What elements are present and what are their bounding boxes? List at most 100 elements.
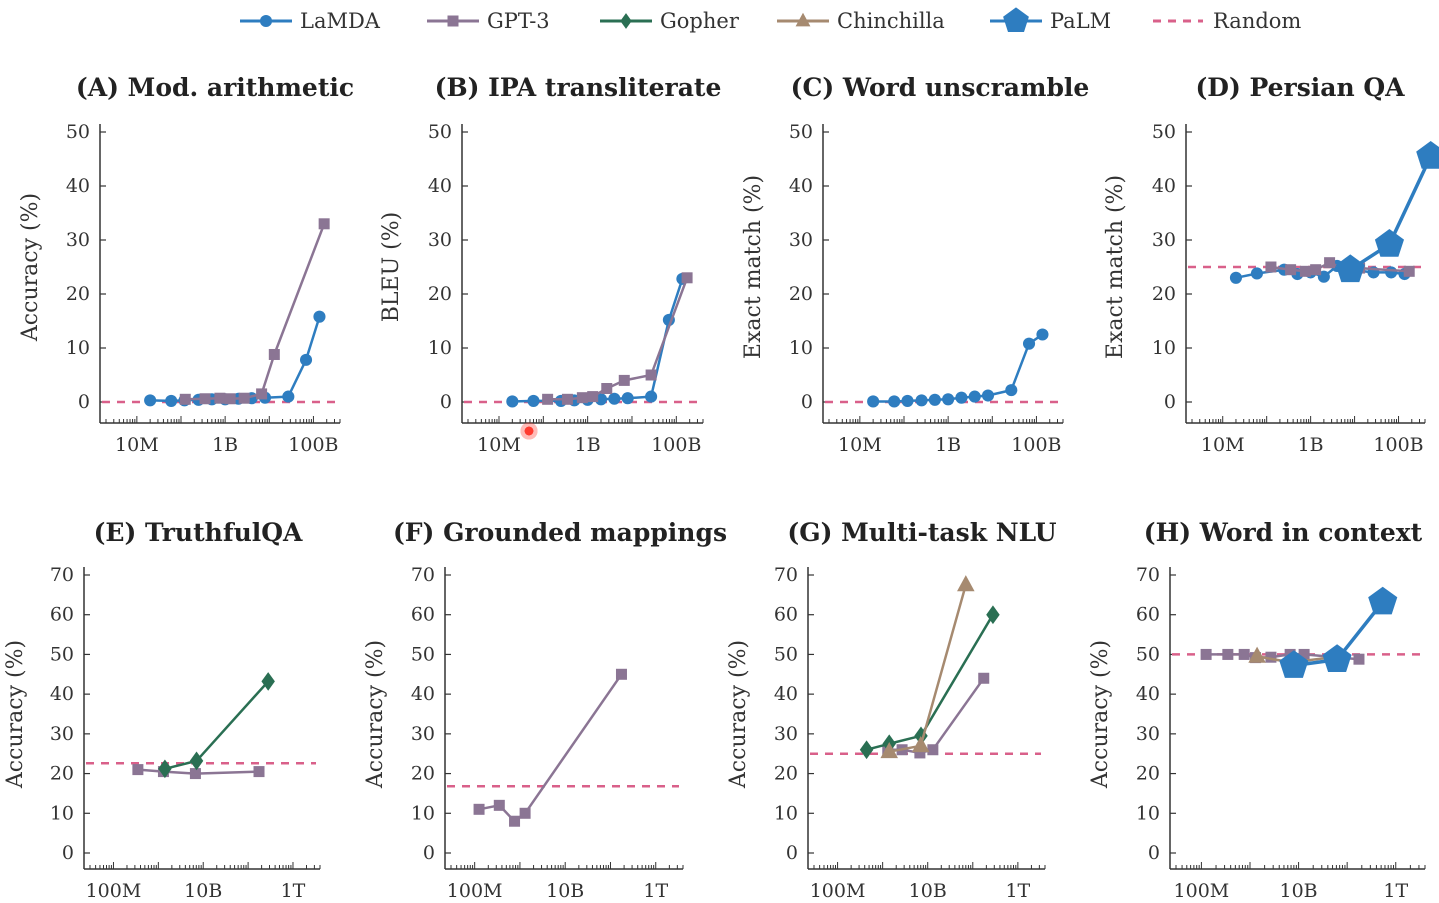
data-point	[1005, 384, 1018, 397]
series-lamda	[867, 328, 1049, 408]
y-tick-label: 60	[411, 604, 435, 626]
x-tick-label: 100M	[810, 880, 866, 902]
data-point	[1022, 337, 1036, 350]
y-axis-label: Accuracy (%)	[3, 640, 28, 789]
data-point	[859, 740, 874, 760]
data-point	[256, 388, 268, 400]
series-chinchilla	[880, 575, 975, 759]
legend-marker	[1003, 7, 1029, 33]
data-point	[1385, 266, 1398, 279]
panel-a: (A) Mod. arithmetic 0 10 20 30 40 50 10M 1B 100B A…	[18, 73, 354, 456]
data-point	[1222, 648, 1234, 660]
data-point	[519, 807, 531, 819]
data-point	[268, 348, 280, 360]
data-point	[1322, 644, 1352, 672]
y-tick-label: 40	[1136, 683, 1160, 705]
series-line	[547, 277, 689, 401]
y-tick-label: 30	[789, 229, 813, 251]
y-tick-label: 60	[774, 604, 798, 626]
series-gpt-3	[473, 668, 627, 827]
y-axis-label: Accuracy (%)	[726, 640, 751, 789]
x-tick-label: 1T	[1383, 880, 1408, 902]
data-point	[189, 768, 201, 780]
data-point	[1265, 651, 1277, 663]
series-lamda	[144, 310, 326, 407]
y-tick-label: 10	[50, 802, 74, 824]
y-axis-label: Accuracy (%)	[363, 640, 388, 789]
data-point	[986, 605, 1000, 625]
y-tick-label: 40	[428, 175, 452, 197]
data-point	[165, 394, 178, 407]
data-point	[1368, 586, 1398, 615]
y-tick-label: 60	[50, 604, 74, 626]
data-point	[313, 310, 326, 323]
y-tick-label: 40	[1152, 175, 1176, 197]
data-point	[601, 383, 613, 394]
data-point	[615, 668, 627, 680]
panel-title: (H) Word in context	[1144, 518, 1423, 547]
data-point	[1200, 648, 1212, 660]
x-tick-label: 10B	[184, 880, 222, 902]
data-point	[299, 353, 313, 366]
y-tick-label: 20	[1136, 763, 1160, 785]
y-tick-label: 40	[789, 175, 813, 197]
legend-item-random: Random	[1153, 9, 1301, 33]
data-point	[1416, 141, 1439, 169]
y-tick-label: 50	[428, 121, 452, 143]
y-tick-label: 30	[66, 229, 90, 251]
series-line	[866, 614, 994, 751]
y-tick-label: 10	[789, 337, 813, 359]
data-point	[282, 390, 295, 403]
y-tick-label: 30	[1152, 229, 1176, 251]
data-point	[1298, 648, 1310, 660]
y-axis-label: Exact match (%)	[1103, 175, 1128, 359]
x-tick-label: 100M	[447, 880, 503, 902]
y-tick-label: 30	[411, 723, 435, 745]
y-tick-label: 70	[774, 564, 798, 586]
panel-d: (D) Persian QA 0 10 20 30 40 50 10M 1B 100B Exact …	[1103, 73, 1439, 456]
panel-g: (G) Multi-task NLU 0 10 20 30 40 50 60 70 100M 10B…	[726, 518, 1057, 902]
y-tick-label: 50	[411, 643, 435, 665]
y-tick-label: 50	[50, 643, 74, 665]
y-tick-label: 40	[411, 683, 435, 705]
x-tick-label: 1B	[575, 434, 601, 456]
panel-f: (F) Grounded mappings 0 10 20 30 40 50 60 70 100M…	[363, 518, 727, 902]
data-point	[1299, 265, 1311, 277]
data-point	[144, 394, 157, 407]
data-point	[1036, 328, 1049, 341]
legend-marker	[620, 13, 632, 29]
data-point	[199, 393, 211, 405]
y-tick-label: 70	[1136, 564, 1160, 586]
data-point	[911, 736, 930, 753]
data-point	[561, 393, 573, 405]
y-tick-label: 10	[66, 337, 90, 359]
data-point	[509, 815, 521, 827]
data-point	[253, 766, 265, 778]
data-point	[224, 393, 236, 405]
data-point	[576, 392, 588, 404]
data-point	[542, 393, 554, 405]
data-point	[978, 672, 990, 684]
y-tick-label: 40	[50, 683, 74, 705]
data-point	[1238, 648, 1250, 660]
x-tick-label: 10M	[477, 434, 521, 456]
legend-label: LaMDA	[300, 9, 381, 33]
panel-c: (C) Word unscramble 0 10 20 30 40 50 10M 1B 100B E…	[741, 73, 1089, 456]
data-point	[1248, 646, 1266, 663]
y-tick-label: 60	[1136, 604, 1160, 626]
series-palm	[1279, 586, 1398, 678]
data-point	[493, 799, 505, 811]
y-tick-label: 10	[428, 337, 452, 359]
data-point	[1335, 254, 1365, 283]
x-tick-label: 1T	[1005, 880, 1030, 902]
y-axis-label: BLEU (%)	[379, 212, 404, 322]
panel-b: (B) IPA transliterate 0 10 20 30 40 50 10M 1B 100…	[379, 73, 721, 456]
y-tick-label: 30	[774, 723, 798, 745]
legend-marker	[259, 14, 273, 28]
x-tick-label: 10B	[909, 880, 947, 902]
panel-title: (E) TruthfulQA	[94, 518, 303, 547]
series-line	[150, 316, 321, 403]
x-tick-label: 1B	[212, 434, 238, 456]
data-point	[506, 395, 519, 408]
x-tick-label: 1T	[643, 880, 668, 902]
